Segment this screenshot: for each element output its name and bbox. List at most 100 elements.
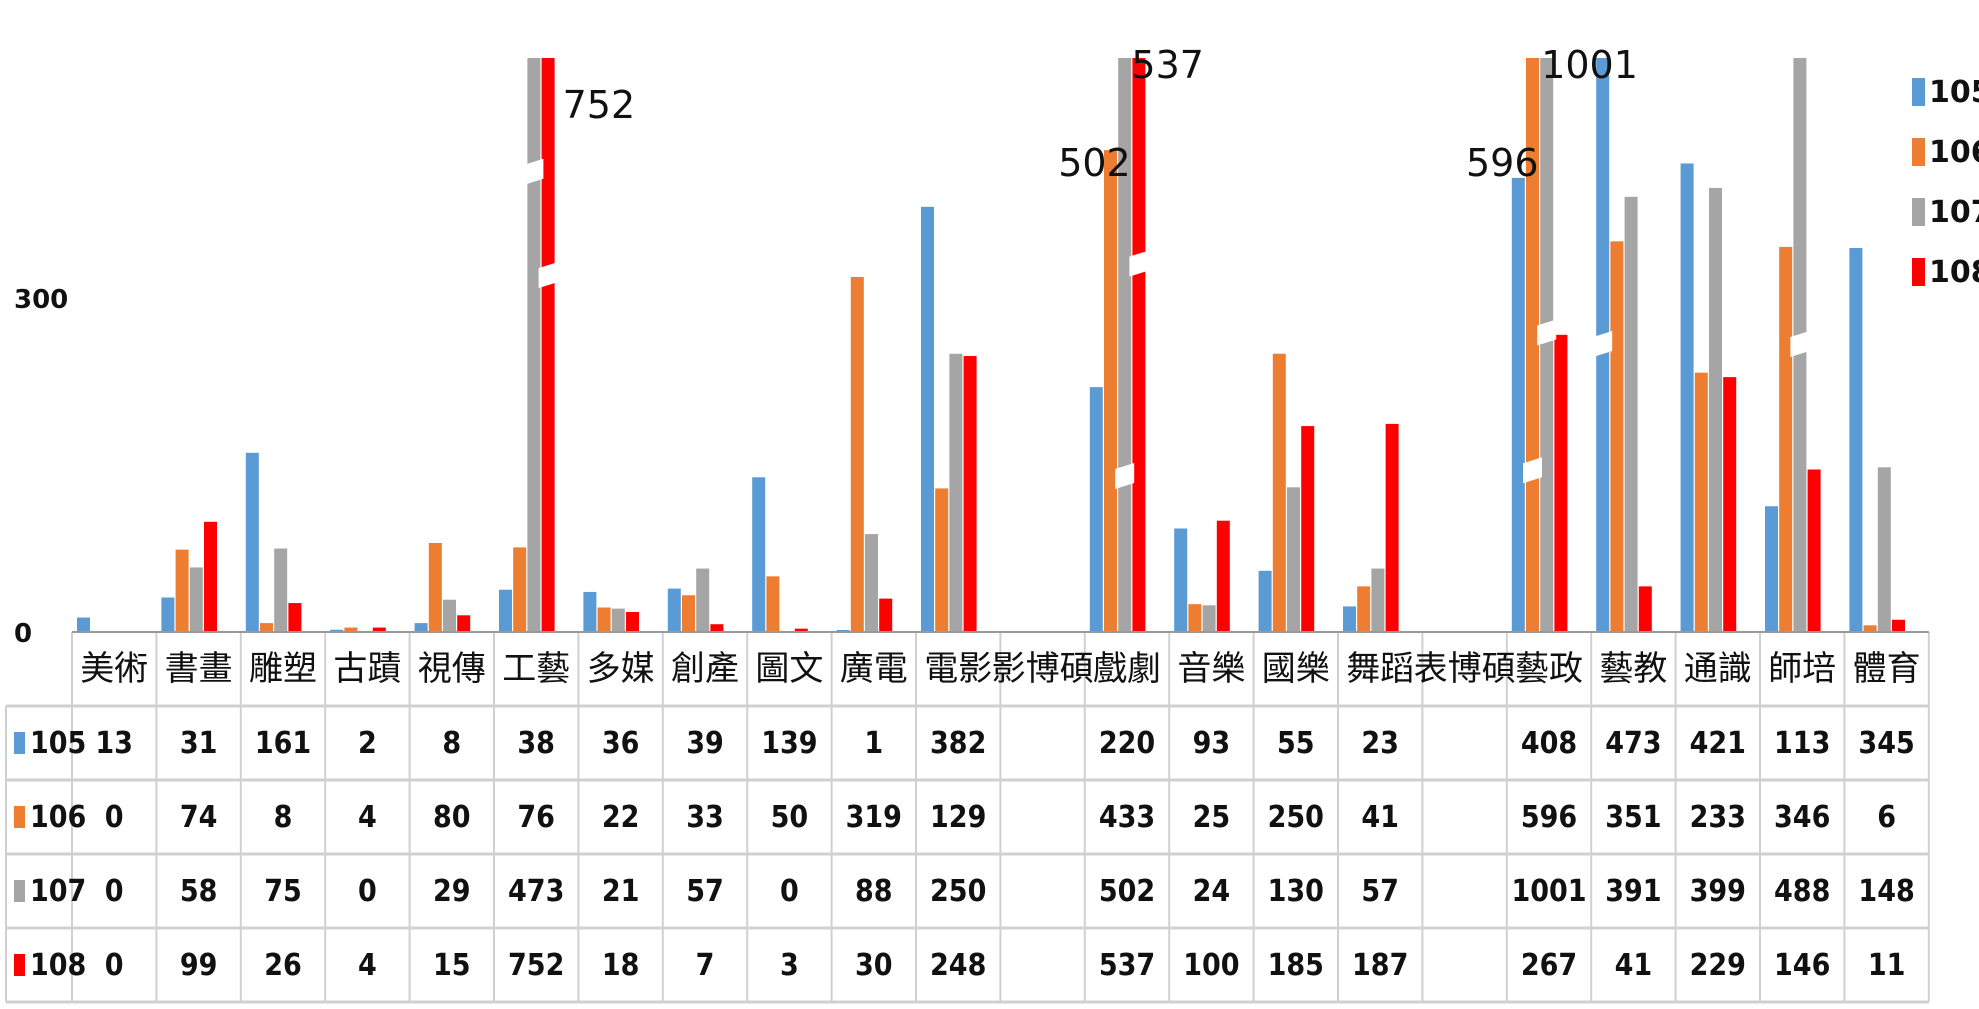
table-cell: 18	[602, 948, 640, 983]
table-cell: 130	[1268, 874, 1324, 909]
category-label: 國樂	[1262, 649, 1330, 689]
category-label: 表博碩	[1414, 649, 1516, 689]
table-cell: 473	[508, 874, 564, 909]
table-cell: 185	[1268, 948, 1324, 983]
table-cell: 23	[1361, 726, 1399, 761]
table-cell: 399	[1690, 874, 1746, 909]
bar-108-7	[710, 624, 724, 632]
bar-106-19	[1694, 372, 1708, 632]
legend-swatch-107	[1912, 198, 1925, 226]
annotation-1001: 1001	[1541, 43, 1638, 87]
break-mark	[1115, 463, 1135, 490]
category-label: 創產	[671, 649, 739, 689]
table-cell: 39	[686, 726, 724, 761]
table-cell: 433	[1099, 800, 1155, 835]
annotation-596: 596	[1466, 141, 1539, 185]
break-marks	[524, 158, 1810, 490]
bar-108-1	[204, 521, 217, 632]
bar-105-4	[414, 623, 428, 632]
table-cell: 752	[508, 948, 564, 983]
table-cell: 1	[864, 726, 883, 761]
table-cell: 24	[1193, 874, 1231, 909]
table-cell: 30	[855, 948, 893, 983]
table-cell: 408	[1521, 726, 1577, 761]
table-cell: 319	[846, 800, 902, 835]
table-cell: 29	[433, 874, 471, 909]
table-cell: 113	[1774, 726, 1830, 761]
bar-106-8	[766, 576, 780, 632]
table-cell: 13	[95, 726, 133, 761]
bar-107-9	[865, 534, 878, 632]
bar-108-20	[1807, 469, 1821, 632]
bar-107-4	[443, 599, 456, 632]
bar-108-17	[1554, 334, 1568, 632]
table-cell: 233	[1690, 800, 1746, 835]
table-cell: 7	[696, 948, 715, 983]
category-label: 美術	[80, 649, 148, 689]
table-cell: 41	[1615, 948, 1653, 983]
table-cell: 248	[930, 948, 986, 983]
bar-106-15	[1357, 586, 1371, 632]
table-cell: 3	[780, 948, 799, 983]
annotation-502: 502	[1058, 141, 1131, 185]
table-cell: 58	[180, 874, 218, 909]
table-cell: 267	[1521, 948, 1577, 983]
bar-106-6	[597, 607, 611, 632]
legend-swatch-108	[1912, 258, 1925, 286]
table-cell: 187	[1352, 948, 1408, 983]
bar-108-14	[1301, 426, 1315, 632]
table-cell: 6	[1877, 800, 1896, 835]
bar-107-18	[1624, 196, 1638, 632]
bar-107-1	[189, 567, 203, 632]
bar-108-15	[1385, 423, 1399, 632]
annotation-layer: 596 502 1001 752 537	[563, 43, 1638, 185]
category-label: 視傳	[418, 649, 486, 689]
table-cell: 421	[1690, 726, 1746, 761]
table-cell: 4	[358, 948, 377, 983]
table-key-106	[14, 806, 25, 828]
table-cell: 391	[1605, 874, 1661, 909]
bar-105-3	[330, 629, 344, 632]
table-cell: 38	[517, 726, 555, 761]
table-cell: 8	[442, 726, 461, 761]
table-cell: 148	[1858, 874, 1914, 909]
bar-108-12	[1132, 58, 1146, 632]
legend-label-106: 106	[1929, 135, 1979, 170]
bar-107-21	[1877, 467, 1891, 632]
table-cell: 15	[433, 948, 471, 983]
table-cell: 139	[761, 726, 817, 761]
bar-105-12	[1089, 387, 1103, 632]
bar-106-9	[850, 276, 864, 632]
table-cell: 4	[358, 800, 377, 835]
category-label: 工藝	[502, 649, 570, 689]
table-cell: 0	[105, 874, 124, 909]
table-cell: 250	[930, 874, 986, 909]
table-cell: 0	[780, 874, 799, 909]
break-mark	[1537, 319, 1557, 346]
table-cell: 129	[930, 800, 986, 835]
y-tick-label: 0	[14, 619, 32, 649]
category-label: 舞蹈	[1346, 649, 1414, 689]
table-cell: 0	[105, 800, 124, 835]
category-label: 影博碩	[992, 649, 1094, 689]
table-cell: 488	[1774, 874, 1830, 909]
bar-105-0	[77, 617, 90, 632]
table-cell: 250	[1268, 800, 1324, 835]
bar-107-15	[1371, 568, 1385, 632]
bar-106-1	[175, 549, 189, 632]
table-cell: 50	[771, 800, 809, 835]
table-cell: 382	[930, 726, 986, 761]
bar-107-14	[1287, 487, 1300, 632]
table-cell: 8	[274, 800, 293, 835]
table-series-label: 106	[30, 800, 86, 835]
bar-106-4	[428, 542, 442, 632]
bar-108-10	[963, 355, 977, 632]
bar-108-21	[1892, 619, 1905, 632]
bar-105-1	[161, 597, 175, 632]
bars-layer	[77, 58, 1905, 633]
table-cell: 36	[602, 726, 640, 761]
table-cell: 229	[1690, 948, 1746, 983]
category-label: 戲劇	[1093, 649, 1161, 689]
table-cell: 0	[105, 948, 124, 983]
bar-108-9	[879, 598, 893, 632]
